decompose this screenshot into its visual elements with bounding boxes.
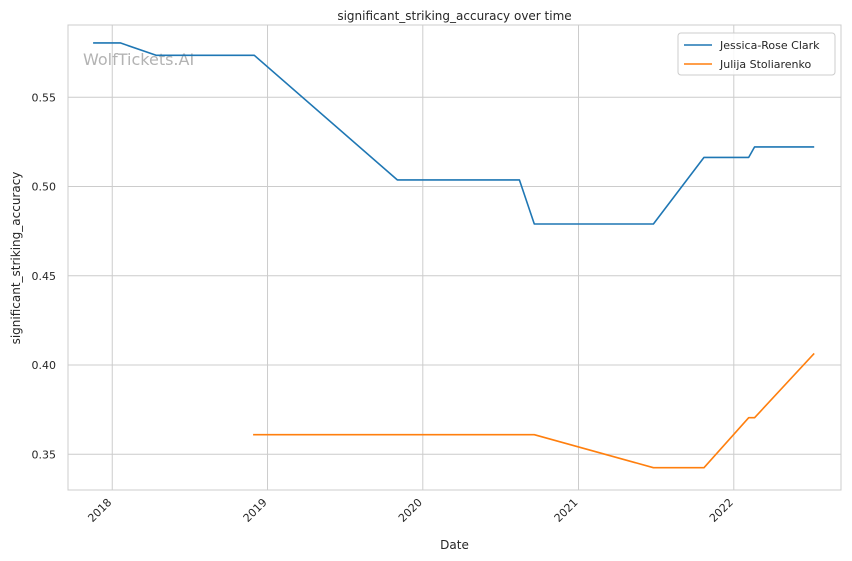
watermark-text: WolfTickets.AI (83, 50, 194, 69)
chart-title: significant_striking_accuracy over time (337, 9, 571, 23)
y-tick-label: 0.45 (32, 270, 57, 283)
y-tick-label: 0.40 (32, 359, 57, 372)
series-line-2 (253, 352, 815, 469)
grid (68, 25, 841, 490)
legend: Jessica-Rose Clark Julija Stoliarenko (677, 32, 836, 76)
legend-label: Julija Stoliarenko (719, 58, 811, 71)
series-line-1 (93, 42, 815, 225)
legend-label: Jessica-Rose Clark (719, 39, 820, 52)
series-layer (93, 42, 815, 469)
y-tick-label: 0.50 (32, 181, 57, 194)
y-tick-labels: 0.35 0.40 0.45 0.50 0.55 (32, 91, 57, 461)
plot-area (67, 24, 842, 491)
y-tick-label: 0.35 (32, 448, 57, 461)
legend-box (677, 32, 836, 76)
y-axis-label: significant_striking_accuracy (9, 172, 23, 345)
y-tick-label: 0.55 (32, 91, 57, 104)
x-axis-label: Date (440, 538, 469, 552)
